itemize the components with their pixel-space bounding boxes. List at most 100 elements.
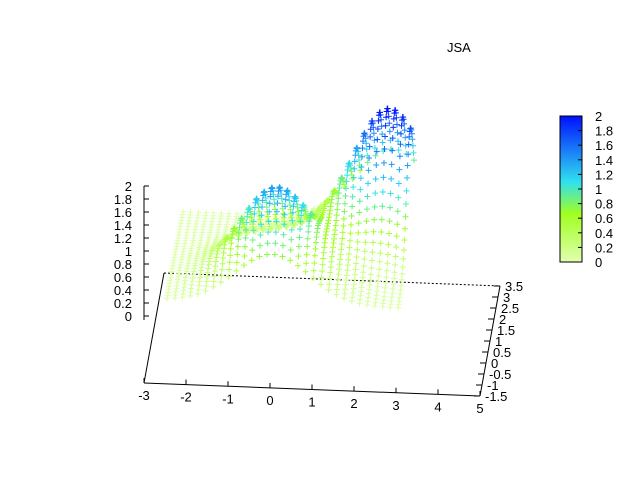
surface-point	[194, 290, 201, 297]
surface-point	[185, 260, 192, 267]
surface-point	[187, 208, 194, 215]
surface-point	[167, 274, 174, 281]
surface-point	[280, 214, 287, 221]
back-left-edge	[143, 272, 165, 384]
surface-point	[320, 249, 327, 256]
surface-point	[280, 231, 287, 238]
surface-point	[199, 261, 206, 268]
surface-point	[328, 258, 335, 265]
x-tick-label: 5	[476, 401, 483, 416]
surface-point	[173, 246, 180, 253]
surface-point	[298, 207, 305, 214]
surface-point	[234, 243, 241, 250]
surface-point	[305, 228, 312, 235]
surface-point	[205, 261, 212, 268]
surface-point	[211, 273, 218, 280]
surface-point	[248, 257, 255, 264]
surface-point	[270, 191, 277, 198]
surface-point	[337, 177, 344, 184]
surface-point	[173, 285, 180, 292]
surface-point	[247, 211, 254, 218]
surface-point	[215, 226, 222, 233]
surface-point	[280, 210, 287, 217]
surface-point	[203, 209, 210, 216]
surface-point	[267, 193, 274, 200]
surface-point	[326, 210, 333, 217]
surface-point	[389, 290, 396, 297]
surface-point	[221, 241, 228, 248]
surface-point	[209, 245, 216, 252]
surface-point	[232, 216, 239, 223]
surface-point	[282, 196, 289, 203]
surface-point	[371, 303, 378, 310]
surface-point	[357, 296, 364, 303]
surface-point	[404, 174, 411, 181]
y-tick-label: -0.5	[489, 367, 511, 382]
surface-point	[298, 212, 305, 219]
surface-point	[383, 274, 390, 281]
surface-point	[405, 141, 412, 148]
surface-point	[306, 218, 313, 225]
surface-point	[193, 220, 200, 227]
surface-point	[276, 185, 283, 192]
surface-point	[345, 250, 352, 257]
surface-point	[392, 261, 399, 268]
surface-point	[342, 281, 349, 288]
surface-point	[326, 281, 333, 288]
surface-point	[166, 280, 173, 287]
surface-point	[346, 237, 353, 244]
surface-point	[297, 218, 304, 225]
surface-point	[340, 215, 347, 222]
surface-point	[352, 147, 359, 154]
surface-point	[386, 128, 393, 135]
surface-point	[315, 222, 322, 229]
surface-point	[197, 270, 204, 277]
surface-point	[260, 192, 267, 199]
surface-point	[193, 217, 200, 224]
surface-point	[387, 146, 394, 153]
surface-point	[304, 235, 311, 242]
surface-point	[186, 217, 193, 224]
surface-point	[370, 130, 377, 137]
surface-point	[223, 224, 230, 231]
surface-point	[385, 241, 392, 248]
surface-point	[192, 223, 199, 230]
surface-point	[360, 269, 367, 276]
surface-point	[178, 217, 185, 224]
surface-point	[390, 281, 397, 288]
surface-point	[279, 253, 286, 260]
colorbar-tick-label: 0.6	[595, 211, 613, 226]
surface-point	[191, 232, 198, 239]
surface-point	[362, 239, 369, 246]
surface-point	[328, 196, 335, 203]
surface-point	[367, 133, 374, 140]
surface-point	[345, 163, 352, 170]
surface-point	[185, 220, 192, 227]
surface-point	[188, 281, 195, 288]
surface-point	[184, 226, 191, 233]
surface-point	[223, 235, 230, 242]
surface-point	[354, 238, 361, 245]
surface-point	[375, 112, 382, 119]
x-tick-label: 4	[434, 399, 441, 414]
surface-point	[225, 216, 232, 223]
surface-point	[333, 286, 340, 293]
surface-point	[323, 198, 330, 205]
colorbar-tick-label: 0.4	[595, 226, 613, 241]
surface-point	[335, 276, 341, 283]
surface-point	[404, 162, 411, 169]
surface-point	[350, 285, 357, 292]
surface-point	[295, 208, 302, 215]
surface-point	[341, 208, 348, 215]
chart-title: JSA	[447, 40, 471, 55]
surface-point	[177, 223, 184, 230]
x-axis-ticks: -3 -2 -1 0 1 2 3 4 5	[138, 378, 484, 416]
surface-point	[398, 276, 405, 283]
surface-point	[200, 223, 207, 230]
surface-point	[244, 213, 251, 220]
surface-point	[173, 243, 180, 250]
surface-point	[189, 242, 195, 249]
surface-point	[297, 226, 304, 233]
surface-point	[210, 283, 217, 290]
surface-point	[190, 234, 197, 241]
